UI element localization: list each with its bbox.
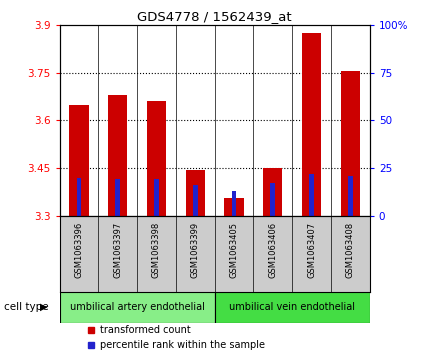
Title: GDS4778 / 1562439_at: GDS4778 / 1562439_at bbox=[137, 10, 292, 23]
Bar bbox=[215, 291, 370, 323]
Text: GSM1063405: GSM1063405 bbox=[230, 222, 238, 278]
Text: GSM1063396: GSM1063396 bbox=[74, 222, 83, 278]
Bar bbox=[147, 102, 166, 216]
Text: percentile rank within the sample: percentile rank within the sample bbox=[100, 340, 265, 350]
Text: GSM1063398: GSM1063398 bbox=[152, 222, 161, 278]
Text: GSM1063408: GSM1063408 bbox=[346, 222, 355, 278]
Text: GSM1063399: GSM1063399 bbox=[191, 222, 200, 278]
Bar bbox=[348, 176, 353, 216]
Text: ▶: ▶ bbox=[40, 302, 48, 312]
Bar bbox=[309, 174, 314, 216]
Bar bbox=[193, 185, 198, 216]
Text: GSM1063406: GSM1063406 bbox=[268, 222, 277, 278]
Text: umbilical vein endothelial: umbilical vein endothelial bbox=[229, 302, 355, 312]
Bar bbox=[224, 198, 244, 216]
Text: GSM1063397: GSM1063397 bbox=[113, 222, 122, 278]
Bar bbox=[60, 291, 215, 323]
Bar bbox=[341, 72, 360, 216]
Bar bbox=[232, 191, 236, 216]
Bar bbox=[76, 178, 81, 216]
Text: umbilical artery endothelial: umbilical artery endothelial bbox=[70, 302, 204, 312]
Bar bbox=[302, 33, 321, 216]
Text: GSM1063407: GSM1063407 bbox=[307, 222, 316, 278]
Bar bbox=[115, 179, 120, 216]
Bar bbox=[186, 170, 205, 216]
Bar bbox=[108, 95, 128, 216]
Bar bbox=[69, 105, 88, 216]
Bar bbox=[270, 183, 275, 216]
Text: cell type: cell type bbox=[4, 302, 49, 312]
Text: transformed count: transformed count bbox=[100, 325, 190, 335]
Bar bbox=[154, 179, 159, 216]
Bar bbox=[263, 168, 283, 216]
